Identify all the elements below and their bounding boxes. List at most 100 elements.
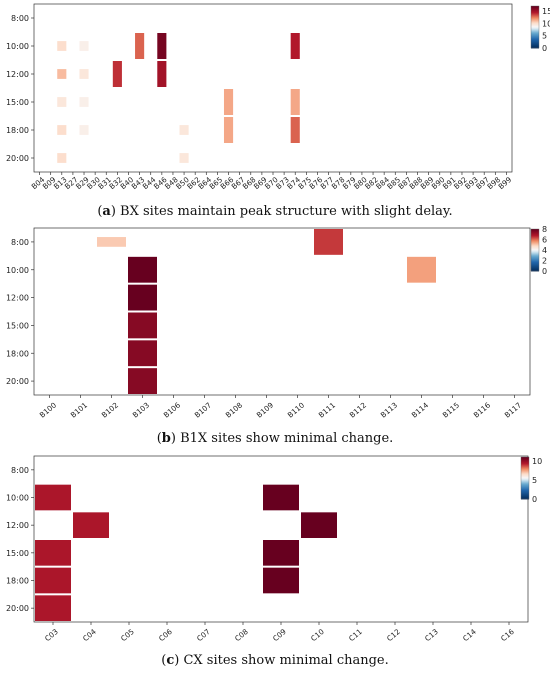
heatmap-cell (97, 237, 126, 247)
colorbar-segment (531, 36, 539, 38)
panel-caption: (c) CX sites show minimal change. (161, 653, 389, 668)
colorbar-segment (521, 460, 529, 462)
heatmap-cell (263, 540, 299, 566)
colorbar-segment (531, 40, 539, 43)
colorbar-segment (531, 247, 539, 250)
colorbar-segment (531, 32, 539, 34)
colorbar-segment (531, 7, 539, 9)
heatmap-cell (223, 89, 234, 115)
heatmap-cell (128, 312, 157, 339)
colorbar-segment (521, 485, 529, 487)
x-tick-label: C14 (461, 627, 478, 643)
x-tick-label: B101 (69, 401, 89, 420)
colorbar-segment (521, 488, 529, 491)
colorbar-segment (521, 472, 529, 475)
colorbar-segment (531, 267, 539, 270)
heatmap-cell (301, 512, 337, 538)
colorbar-segment (531, 10, 539, 12)
x-tick-label: B106 (162, 400, 183, 419)
y-tick-label: 10:00 (6, 42, 29, 51)
colorbar-segment (531, 34, 539, 36)
colorbar-segment (531, 39, 539, 42)
colorbar-segment (531, 30, 539, 32)
colorbar-segment (531, 46, 539, 49)
colorbar-segment (521, 464, 529, 466)
colorbar-segment (521, 482, 529, 484)
x-tick-label: C12 (385, 627, 402, 643)
x-tick-label: C11 (347, 627, 364, 643)
heatmap-cell (35, 484, 71, 511)
colorbar-segment (531, 16, 539, 19)
colorbar-segment (521, 474, 529, 477)
colorbar-segment (521, 495, 529, 498)
heatmap-cell (57, 97, 67, 107)
x-tick-label: B111 (317, 401, 337, 420)
x-tick-label: C09 (271, 627, 288, 643)
colorbar-segment (531, 14, 539, 16)
x-tick-label: B116 (472, 400, 493, 419)
x-tick-label: C16 (499, 627, 516, 643)
colorbar-segment (521, 492, 529, 495)
colorbar-tick-label: 5 (542, 32, 547, 41)
colorbar-segment (521, 468, 529, 471)
colorbar-segment (521, 469, 529, 472)
colorbar-segment (521, 467, 529, 470)
colorbar-segment (521, 466, 529, 468)
colorbar-segment (521, 462, 529, 464)
colorbar-segment (521, 459, 529, 461)
colorbar-segment (531, 12, 539, 14)
colorbar-tick-label: 2 (542, 257, 547, 266)
colorbar-segment (531, 42, 539, 45)
heatmap-cell (57, 153, 67, 163)
x-tick-label: C13 (423, 627, 440, 643)
colorbar-segment (521, 487, 529, 489)
colorbar-segment (521, 489, 529, 492)
panel-caption: (a) BX sites maintain peak structure wit… (97, 204, 452, 219)
heatmap-cell (79, 125, 89, 135)
colorbar-segment (531, 235, 539, 237)
colorbar-segment (521, 478, 529, 480)
colorbar-segment (531, 246, 539, 249)
x-tick-label: B113 (379, 400, 400, 419)
y-tick-label: 20:00 (6, 604, 29, 613)
colorbar-segment (521, 493, 529, 496)
y-tick-label: 20:00 (6, 154, 29, 163)
x-tick-label: B109 (255, 400, 276, 419)
heatmap-cell (112, 61, 122, 87)
colorbar-segment (531, 258, 539, 260)
colorbar-segment (531, 248, 539, 251)
colorbar-segment (521, 465, 529, 467)
heatmap-cell (79, 97, 89, 107)
heatmap-cell (157, 33, 167, 59)
colorbar-segment (531, 8, 539, 10)
x-tick-label: C05 (119, 627, 136, 643)
heatmap-cell (35, 567, 71, 594)
y-tick-label: 8:00 (11, 466, 29, 475)
x-tick-label: B117 (503, 400, 524, 419)
colorbar-tick-label: 10 (532, 457, 542, 466)
heatmap-panel-b: 8:00 10:00 12:00 15:00 18:00 20:00 B100 B101 B10… (6, 225, 547, 446)
heatmap-cell (290, 117, 300, 143)
colorbar-segment (531, 35, 539, 37)
colorbar-segment (531, 264, 539, 267)
x-tick-label: C07 (195, 627, 212, 643)
heatmap-cell (128, 256, 157, 283)
y-tick-label: 18:00 (6, 349, 29, 358)
colorbar-segment (521, 458, 529, 460)
colorbar-segment (531, 38, 539, 41)
y-tick-label: 15:00 (6, 321, 29, 330)
heatmap-cell (157, 61, 167, 87)
heatmap-cell (263, 484, 299, 511)
y-tick-label: 12:00 (6, 521, 29, 530)
colorbar-segment (531, 263, 539, 266)
heatmap-cell (128, 284, 157, 311)
colorbar-segment (531, 15, 539, 17)
x-tick-label: B110 (286, 400, 307, 419)
x-tick-label: C04 (81, 627, 98, 643)
colorbar-segment (531, 253, 539, 255)
colorbar-tick-label: 0 (542, 44, 547, 53)
colorbar-segment (531, 28, 539, 30)
y-tick-label: 18:00 (6, 126, 29, 135)
y-tick-label: 15:00 (6, 549, 29, 558)
plot-frame (33, 227, 531, 396)
